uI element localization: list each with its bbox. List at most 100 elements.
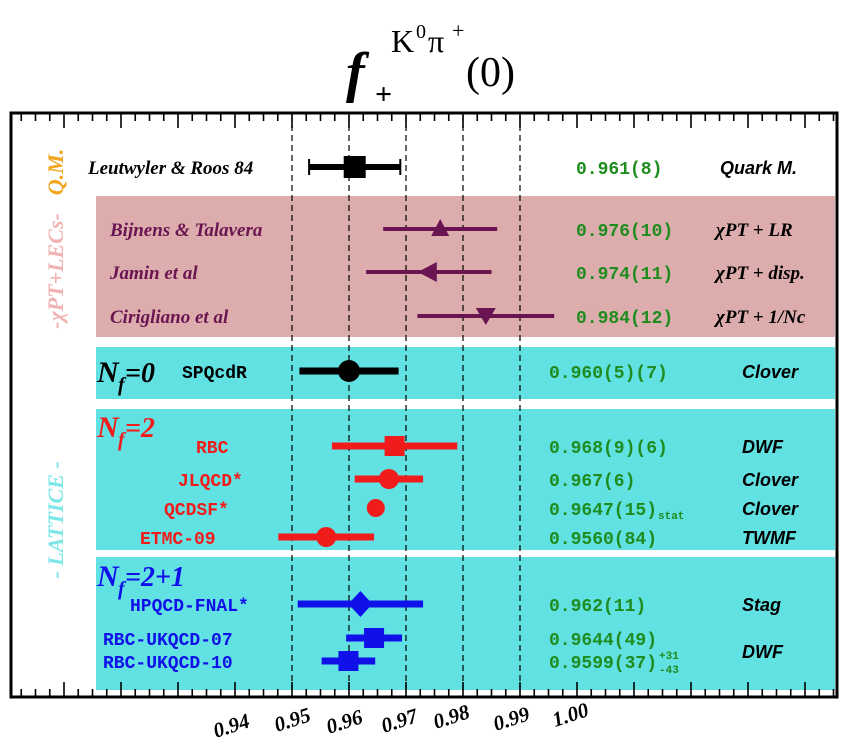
study-label: ETMC-09 (140, 530, 216, 550)
svg-text:=2: =2 (125, 413, 155, 444)
method-label: Clover (742, 470, 799, 490)
value-label: 0.9560(84) (549, 530, 657, 550)
row-bijnens-talavera: Bijnens & Talavera 0.976(10) χPT + LR (109, 219, 793, 242)
row-jlqcd-: JLQCD* 0.967(6) Clover (178, 469, 799, 492)
value-label: 0.976(10) (576, 222, 673, 242)
value-label: 0.962(11) (549, 597, 646, 617)
x-tick-label: 0.97 (378, 703, 422, 738)
study-label: Leutwyler & Roos 84 (87, 158, 253, 179)
title-sup-plus: + (452, 18, 464, 43)
x-tick-label: 0.99 (490, 701, 533, 735)
method-label: Quark M. (720, 158, 797, 178)
title-sup-pi: π (428, 23, 444, 59)
method-label: Clover (742, 499, 799, 519)
svg-text:f: f (118, 429, 127, 451)
study-label: SPQcdR (182, 364, 247, 384)
title-f: f (346, 42, 370, 104)
nf2-band (96, 409, 835, 550)
title-sub: + (375, 78, 392, 111)
reference-lines (291, 115, 521, 695)
study-label: HPQCD-FNAL* (130, 597, 249, 617)
study-label: RBC-UKQCD-07 (103, 631, 233, 651)
data-point (338, 651, 359, 671)
x-tick-label: 0.94 (210, 709, 252, 743)
data-point (338, 360, 360, 382)
side-label-lattice: - LATTICE - (43, 461, 68, 578)
x-tick-label: 0.98 (430, 699, 473, 733)
study-label: Bijnens & Talavera (109, 220, 263, 241)
value-label: 0.968(9)(6) (549, 439, 668, 459)
svg-text:=2+1: =2+1 (125, 562, 185, 593)
method-label: χPT + LR (713, 220, 793, 241)
data-point (364, 628, 385, 648)
x-tick-labels: 0.94 0.95 0.96 0.97 0.98 0.99 1.00 (210, 697, 592, 742)
method-label: DWF (742, 642, 784, 662)
row-spqcdr: SPQcdR 0.960(5)(7) Clover (182, 360, 799, 384)
method-label: Stag (742, 595, 781, 615)
row-leutwyler-roos-84: Leutwyler & Roos 84 0.961(8) Quark M. (87, 156, 797, 180)
title-arg: (0) (466, 50, 515, 96)
svg-text:N: N (96, 356, 120, 389)
row-etmc-09: ETMC-09 0.9560(84) TWMF (140, 527, 797, 550)
row-jamin-et-al: Jamin et al 0.974(11) χPT + disp. (109, 262, 805, 285)
side-label-qm: Q.M. (43, 149, 68, 195)
study-label: Cirigliano et al (110, 307, 229, 328)
group-header-nf21: N f =2+1 (96, 560, 185, 600)
nf21-band (96, 557, 835, 690)
chart-title: f + K 0 π + (0) (346, 18, 515, 111)
side-label-chpt: -χPT+LECs- (43, 213, 68, 329)
value-subscript: stat (658, 511, 684, 523)
group-header-nf0: N f =0 (96, 356, 155, 396)
value-label: 0.974(11) (576, 265, 673, 285)
svg-text:N: N (96, 560, 120, 593)
data-point (417, 262, 437, 282)
method-label: DWF (742, 437, 784, 457)
data-rows: Leutwyler & Roos 84 0.961(8) Quark M. Bijne… (87, 156, 806, 677)
method-label: χPT + disp. (713, 263, 805, 284)
value-label: 0.9599(37) (549, 654, 657, 674)
study-label: Jamin et al (109, 263, 198, 284)
row-hpqcd-fnal-: HPQCD-FNAL* 0.962(11) Stag (130, 591, 781, 617)
x-tick-label: 0.96 (323, 704, 366, 738)
data-point (316, 527, 337, 547)
study-label: QCDSF* (164, 501, 229, 521)
x-tick-label: 0.95 (271, 703, 313, 737)
value-label: 0.9644(49) (549, 631, 657, 651)
data-point (475, 308, 496, 325)
row-rbc-ukqcd-10: RBC-UKQCD-10 0.9599(37) +31 -43 (103, 651, 679, 677)
value-label: 0.984(12) (576, 309, 673, 329)
value-label: 0.960(5)(7) (549, 364, 668, 384)
data-point (366, 499, 385, 517)
data-point (378, 469, 399, 489)
value-label: 0.9647(15) (549, 501, 657, 521)
group-header-nf2: N f =2 (96, 411, 155, 451)
data-point (384, 436, 405, 456)
x-tick-label: 1.00 (549, 697, 592, 731)
data-point (343, 156, 366, 178)
value-subscript: -43 (659, 665, 679, 677)
data-point (431, 219, 450, 236)
title-sup-k: K (391, 23, 414, 59)
method-label: Clover (742, 362, 799, 382)
svg-text:N: N (96, 411, 120, 444)
value-label: 0.967(6) (549, 472, 635, 492)
svg-text:f: f (118, 374, 127, 396)
method-label: TWMF (742, 528, 797, 548)
study-label: JLQCD* (178, 472, 243, 492)
plot-frame (9, 111, 839, 699)
value-label: 0.961(8) (576, 160, 662, 180)
row-cirigliano-et-al: Cirigliano et al 0.984(12) χPT + 1/Nc (110, 307, 806, 329)
method-label: χPT + 1/Nc (713, 307, 806, 328)
title-sup-zero: 0 (416, 21, 426, 43)
value-superscript: +31 (659, 651, 679, 663)
study-label: RBC-UKQCD-10 (103, 654, 233, 674)
row-rbc-ukqcd-07: RBC-UKQCD-07 0.9644(49) DWF (103, 628, 784, 662)
nf0-band (96, 347, 835, 399)
study-label: RBC (196, 439, 229, 459)
svg-text:=0: =0 (125, 358, 155, 389)
row-qcdsf-: QCDSF* 0.9647(15) stat Clover (164, 499, 799, 523)
data-point (348, 591, 373, 617)
chpt-band (96, 196, 835, 337)
svg-text:f: f (118, 578, 127, 600)
